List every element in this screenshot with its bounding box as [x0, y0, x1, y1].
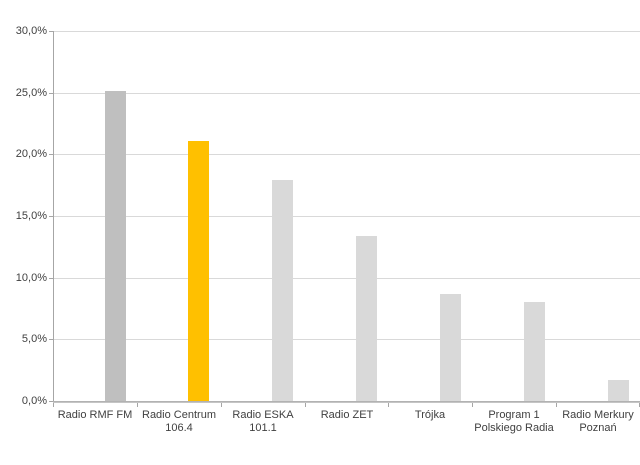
y-axis-tick	[49, 93, 53, 94]
x-category-label-line: Radio ZET	[320, 409, 374, 421]
gridline	[54, 154, 640, 155]
x-axis-tick	[137, 403, 138, 407]
x-category-label-line: Radio Merkury	[562, 409, 634, 421]
bar-tr-jka	[440, 294, 461, 401]
y-tick-label: 15,0%	[15, 210, 47, 222]
y-axis-tick	[49, 216, 53, 217]
gridline	[54, 31, 640, 32]
bar-radio-eska-101-1	[272, 180, 293, 401]
bar-program-1-polskiego-radia	[524, 302, 545, 401]
y-axis-tick	[49, 278, 53, 279]
x-category-label-line: Radio ESKA	[232, 409, 294, 421]
x-axis-tick	[221, 403, 222, 407]
x-axis-tick	[53, 403, 54, 407]
x-category-label: Radio Merkury Poznań	[546, 409, 640, 435]
y-tick-label: 0,0%	[21, 395, 47, 407]
y-tick-label: 20,0%	[15, 148, 47, 160]
y-axis-tick	[49, 31, 53, 32]
gridline	[54, 93, 640, 94]
x-category-label: Radio Centrum 106.4	[127, 409, 231, 435]
y-axis-tick	[49, 339, 53, 340]
x-category-label-line: Polskiego Radia	[474, 422, 554, 434]
x-category-label-line: Radio Centrum	[142, 409, 216, 421]
x-category-label: Radio ESKA 101.1	[211, 409, 315, 435]
x-category-label: Radio RMF FM	[43, 409, 147, 422]
y-axis-tick	[49, 401, 53, 402]
x-axis-tick	[388, 403, 389, 407]
bar-radio-merkury-pozna-	[608, 380, 629, 401]
gridline	[54, 216, 640, 217]
y-tick-label: 5,0%	[21, 333, 47, 345]
x-category-label-line: Radio RMF FM	[57, 409, 133, 421]
bar-radio-rmf-fm	[105, 91, 126, 401]
x-axis-tick	[556, 403, 557, 407]
x-axis-tick	[305, 403, 306, 407]
y-tick-label: 10,0%	[15, 272, 47, 284]
x-axis-tick	[472, 403, 473, 407]
x-category-label: Program 1 Polskiego Radia	[462, 409, 566, 435]
gridline	[54, 278, 640, 279]
bar-radio-zet	[356, 236, 377, 401]
x-category-label-line: Trójka	[414, 409, 446, 421]
x-axis	[53, 401, 640, 403]
x-category-label-line: Program 1	[488, 409, 540, 421]
x-category-label-line: 101.1	[249, 422, 277, 434]
gridline	[54, 339, 640, 340]
y-tick-label: 30,0%	[15, 25, 47, 37]
bar-radio-centrum-106-4	[188, 141, 209, 401]
x-category-label: Trójka	[378, 409, 482, 422]
y-tick-label: 25,0%	[15, 87, 47, 99]
x-category-label-line: Poznań	[579, 422, 617, 434]
x-category-label: Radio ZET	[295, 409, 399, 422]
y-axis	[53, 31, 54, 402]
x-category-label-line: 106.4	[165, 422, 193, 434]
y-axis-tick	[49, 154, 53, 155]
